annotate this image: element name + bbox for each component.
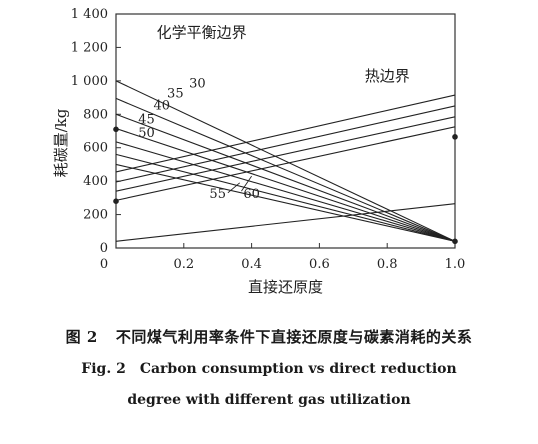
x-tick-label: 0.4 [241,257,262,272]
thermal-boundary-line-5 [115,203,456,242]
series-label-50: 50 [138,126,155,141]
caption-chinese: 图 2 不同煤气利用率条件下直接还原度与碳素消耗的关系 [0,326,538,347]
series-label-30: 30 [189,77,206,92]
data-marker [452,134,458,140]
series-label-60: 60 [243,187,260,202]
plot-frame [115,13,456,249]
thermal-boundary-line-1 [115,94,456,173]
label-pointer-line [227,182,241,194]
x-tick-label: 0.6 [309,257,330,272]
label-pointer-line [241,175,252,192]
series-label-35: 35 [167,87,184,102]
chemical-equilibrium-line-50 [115,141,456,242]
x-tick-label: 0.8 [377,257,398,272]
caption-en-figure-number: Fig. 2 [81,361,126,377]
series-label-40: 40 [153,98,170,113]
x-tick-label: 0.2 [173,257,194,272]
y-tick-label: 400 [83,174,108,189]
chemical-equilibrium-line-30 [115,80,456,242]
caption-english-line-1: Fig. 2 Carbon consumption vs direct reduc… [0,361,538,377]
series-label-55: 55 [209,187,226,202]
y-tick-label: 200 [83,208,108,223]
chemical-equilibrium-region-label: 化学平衡边界 [157,23,247,41]
x-tick-label: 0 [100,257,108,272]
chart: 0 200 400 600 800 1 000 1 200 1 400 0 0.2 0.4 0.6 0.… [52,7,466,296]
chemical-equilibrium-line-45 [115,127,456,242]
chemical-equilibrium-line-60 [115,163,456,242]
caption-zh-figure-number: 图 2 [65,328,98,346]
data-marker [452,238,458,245]
thermal-boundary-line-2 [115,105,456,183]
series-label-45: 45 [138,112,155,127]
y-tick-label: 0 [100,241,108,256]
y-tick-label: 1 000 [71,74,108,89]
caption-en-line-1-text: Carbon consumption vs direct reduction [139,361,457,377]
caption-zh-text: 不同煤气利用率条件下直接还原度与碳素消耗的关系 [115,328,473,346]
chemical-equilibrium-line-35 [115,97,456,242]
data-marker [113,126,119,133]
y-tick-label: 600 [83,141,108,156]
y-axis-title: 耗碳量/kg [52,108,70,177]
thermal-boundary-line-4 [115,126,456,201]
thermal-boundary-line-3 [115,116,456,192]
thermal-region-label: 热边界 [365,67,410,85]
y-tick-label: 1 200 [71,40,108,55]
data-marker [113,198,119,204]
y-tick-label: 1 400 [71,7,108,22]
chemical-equilibrium-line-55 [115,153,456,242]
x-axis-title: 直接还原度 [248,278,323,296]
y-tick-label: 800 [83,107,108,122]
caption-english-line-2: degree with different gas utilization [127,392,411,408]
chemical-equilibrium-line-40 [115,113,456,242]
x-tick-label: 1.0 [445,257,466,272]
